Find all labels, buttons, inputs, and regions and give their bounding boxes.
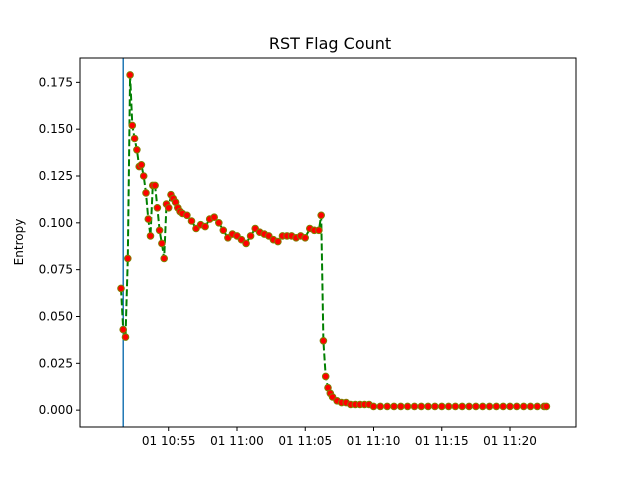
- data-point: [128, 121, 137, 130]
- data-point: [126, 71, 134, 79]
- data-point: [403, 402, 412, 411]
- y-tick-label: 0.000: [39, 403, 73, 417]
- data-point: [410, 402, 419, 411]
- data-point: [444, 402, 453, 411]
- data-point: [155, 226, 164, 235]
- data-point: [451, 402, 460, 411]
- data-point: [121, 333, 130, 341]
- data-point: [137, 161, 146, 169]
- data-point: [158, 239, 166, 248]
- data-point: [513, 402, 521, 411]
- y-tick-label: 0.025: [39, 356, 73, 370]
- y-tick-label: 0.100: [39, 216, 73, 230]
- data-point: [499, 402, 508, 411]
- data-point: [139, 172, 148, 180]
- data-point: [201, 222, 209, 231]
- data-point: [274, 237, 282, 246]
- data-point: [117, 284, 125, 293]
- x-tick-label: 01 11:00: [210, 434, 264, 448]
- y-tick-label: 0.050: [39, 309, 73, 323]
- data-point: [478, 402, 487, 411]
- data-point: [142, 189, 150, 197]
- x-tick-label: 01 10:55: [142, 434, 196, 448]
- data-point: [153, 204, 162, 212]
- data-point: [383, 402, 392, 411]
- x-tick-label: 01 11:20: [483, 434, 537, 448]
- data-point: [431, 402, 439, 411]
- data-point: [533, 402, 542, 411]
- x-tick-label: 01 11:15: [415, 434, 469, 448]
- data-point: [219, 226, 228, 235]
- y-axis-label: Entropy: [12, 219, 26, 266]
- data-point: [187, 217, 196, 225]
- data-point: [146, 232, 155, 240]
- chart-title: RST Flag Count: [269, 34, 391, 53]
- data-point: [160, 254, 168, 263]
- data-point: [542, 402, 551, 411]
- y-tick-label: 0.175: [39, 75, 73, 89]
- y-tick-label: 0.075: [39, 263, 73, 277]
- axis-ticks: 0.000 0.025 0.050 0.075 0.100 0.125 0.150 0.175…: [39, 75, 537, 448]
- y-tick-label: 0.150: [39, 122, 73, 136]
- data-point: [144, 215, 153, 223]
- data-point: [124, 254, 132, 263]
- data-point: [210, 213, 218, 221]
- data-point: [424, 402, 432, 411]
- data-point: [492, 402, 501, 411]
- data-point: [315, 226, 323, 235]
- data-point: [417, 402, 426, 411]
- y-tick-label: 0.125: [39, 169, 73, 183]
- data-point: [438, 402, 446, 411]
- x-tick-label: 01 11:05: [278, 434, 332, 448]
- data-point: [317, 211, 326, 220]
- data-point: [319, 337, 328, 345]
- data-point: [321, 372, 330, 381]
- data-point: [215, 219, 223, 227]
- data-point: [390, 402, 398, 411]
- data-point: [246, 232, 255, 240]
- data-point: [397, 402, 405, 411]
- data-point: [506, 402, 514, 411]
- data-point: [485, 402, 494, 411]
- data-point: [151, 181, 159, 190]
- plot-frame: [79, 57, 577, 428]
- data-point: [465, 402, 473, 411]
- data-point: [242, 239, 250, 248]
- data-point: [369, 402, 378, 411]
- data-point: [133, 146, 141, 154]
- data-point: [130, 134, 139, 143]
- plot-area: [117, 58, 551, 427]
- data-point: [526, 402, 535, 411]
- data-point: [472, 402, 480, 411]
- data-point: [376, 402, 385, 411]
- data-point: [519, 402, 528, 411]
- data-point: [301, 234, 310, 242]
- data-point: [458, 402, 467, 411]
- x-tick-label: 01 11:10: [347, 434, 401, 448]
- data-point: [183, 211, 191, 220]
- data-point: [119, 325, 127, 334]
- data-point: [164, 204, 173, 212]
